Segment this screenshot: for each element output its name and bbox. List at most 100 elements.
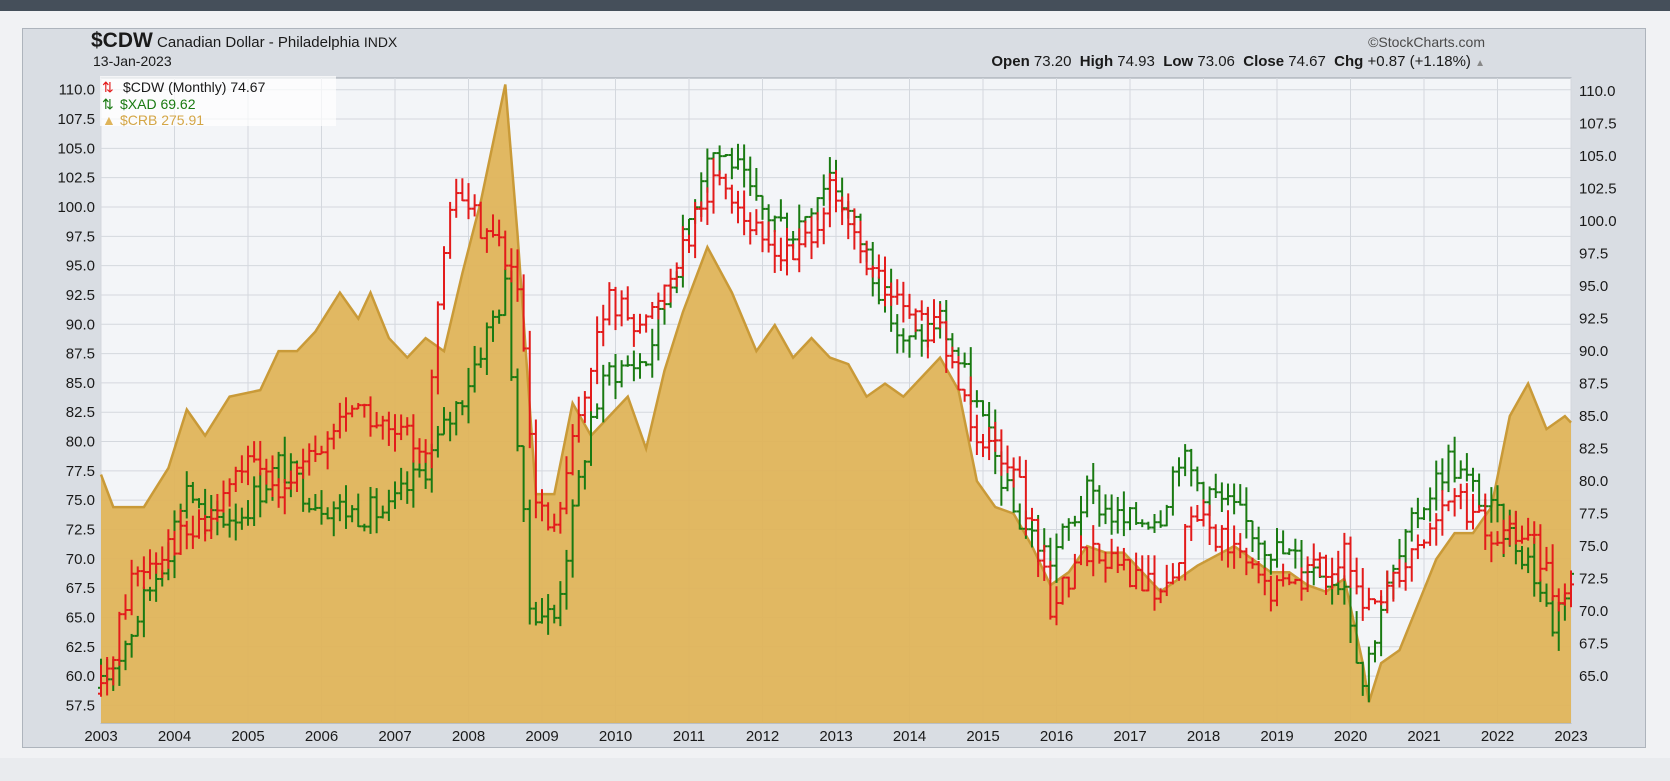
ohlc-bar bbox=[355, 493, 362, 528]
y-left-tick-label: 105.0 bbox=[57, 140, 95, 157]
cdw-series bbox=[98, 158, 1574, 697]
ohlc-bar bbox=[1525, 547, 1532, 574]
ohlc-bar bbox=[1537, 524, 1544, 582]
open-value: 73.20 bbox=[1033, 53, 1072, 70]
ohlc-bar bbox=[551, 513, 558, 532]
ohlc-bar bbox=[483, 322, 490, 375]
x-tick-label: 2019 bbox=[1260, 728, 1293, 745]
ohlc-bar bbox=[140, 586, 147, 638]
ohlc-bar bbox=[594, 403, 601, 419]
x-tick-label: 2008 bbox=[452, 728, 485, 745]
ohlc-bar bbox=[306, 443, 313, 476]
ohlc-bar bbox=[1365, 587, 1372, 611]
ohlc-bar bbox=[1280, 563, 1287, 587]
ohlc-bar bbox=[753, 209, 760, 236]
ohlc-bar bbox=[410, 460, 417, 508]
ohlc-bar bbox=[385, 489, 392, 521]
ohlc-bar bbox=[1298, 567, 1305, 601]
ohlc-bar bbox=[1396, 559, 1403, 588]
ohlc-bar bbox=[1182, 523, 1189, 581]
y-left-tick-label: 60.0 bbox=[66, 668, 95, 685]
ohlc-bar bbox=[1329, 557, 1336, 590]
legend-xad-icon: ⇅ bbox=[102, 96, 114, 112]
ohlc-bar bbox=[220, 480, 227, 513]
ohlc-bar bbox=[422, 439, 429, 463]
ohlc-bar bbox=[569, 499, 576, 578]
x-tick-label: 2010 bbox=[599, 728, 632, 745]
ohlc-bar bbox=[502, 268, 509, 317]
ohlc-bar bbox=[514, 368, 521, 452]
ohlc-bar bbox=[1065, 576, 1072, 598]
ohlc-bar bbox=[226, 478, 233, 507]
legend-xad: $XAD 69.62 bbox=[120, 96, 196, 112]
ohlc-bar bbox=[918, 324, 925, 357]
ohlc-bar bbox=[355, 402, 362, 410]
ohlc-bar bbox=[1537, 579, 1544, 603]
ohlc-bar bbox=[1120, 547, 1127, 571]
ohlc-bar bbox=[1543, 583, 1550, 607]
ohlc-bar bbox=[196, 509, 202, 539]
ohlc-bar bbox=[1059, 523, 1066, 550]
ohlc-bar bbox=[1133, 552, 1140, 590]
ohlc-bar bbox=[643, 361, 650, 367]
ohlc-bar bbox=[961, 352, 968, 368]
ohlc-bar bbox=[1237, 533, 1244, 559]
ohlc-bar bbox=[251, 441, 258, 463]
ohlc-bar bbox=[875, 254, 882, 279]
ohlc-bar bbox=[1151, 555, 1158, 611]
ohlc-bar bbox=[777, 199, 784, 222]
ohlc-bar bbox=[1243, 547, 1250, 576]
ohlc-bar bbox=[1451, 436, 1458, 483]
y-right-tick-label: 70.0 bbox=[1579, 603, 1608, 620]
ohlc-bar bbox=[1249, 519, 1256, 553]
ohlc-bar bbox=[122, 594, 129, 620]
ohlc-bar bbox=[404, 417, 411, 436]
legend-crb: $CRB 275.91 bbox=[120, 112, 204, 128]
ohlc-bar bbox=[1439, 490, 1446, 536]
ohlc-bar bbox=[159, 546, 166, 578]
ohlc-bar bbox=[1145, 555, 1152, 592]
ohlc-bar bbox=[980, 400, 986, 417]
ohlc-bar bbox=[1323, 554, 1329, 595]
ohlc-bar bbox=[698, 201, 705, 222]
ohlc-bar bbox=[759, 194, 766, 220]
y-right-tick-label: 82.5 bbox=[1579, 441, 1608, 458]
ohlc-bar bbox=[361, 403, 368, 418]
ohlc-bar bbox=[637, 353, 643, 379]
ohlc-bar bbox=[134, 566, 141, 587]
ohlc-bar bbox=[349, 405, 356, 418]
ohlc-bar bbox=[557, 501, 564, 534]
ohlc-bar bbox=[790, 243, 797, 261]
ohlc-bar bbox=[1096, 485, 1103, 527]
ohlc-bar bbox=[1255, 526, 1262, 560]
ohlc-bar bbox=[1065, 518, 1072, 541]
ohlc-bar bbox=[232, 503, 239, 541]
ohlc-bar bbox=[1157, 510, 1164, 528]
x-tick-label: 2003 bbox=[84, 728, 117, 745]
ohlc-bar bbox=[122, 640, 129, 671]
ohlc-bar bbox=[716, 170, 723, 186]
ohlc-bar bbox=[851, 208, 858, 250]
ohlc-bar bbox=[1016, 456, 1023, 478]
ohlc-bar bbox=[1304, 556, 1311, 593]
ohlc-bar bbox=[624, 286, 631, 321]
x-tick-label: 2020 bbox=[1334, 728, 1367, 745]
ohlc-bar bbox=[1347, 536, 1354, 588]
ohlc-bar bbox=[1463, 453, 1470, 482]
ohlc-bar bbox=[594, 316, 601, 385]
ohlc-bar bbox=[1372, 640, 1378, 663]
ohlc-bar bbox=[667, 268, 674, 303]
ohlc-bar bbox=[808, 216, 815, 260]
ohlc-bar bbox=[924, 306, 931, 359]
x-tick-label: 2005 bbox=[231, 728, 264, 745]
x-tick-label: 2013 bbox=[819, 728, 852, 745]
ohlc-bar bbox=[147, 586, 153, 601]
ohlc-bar bbox=[722, 154, 729, 158]
ohlc-bar bbox=[526, 499, 533, 625]
ohlc-bar bbox=[863, 240, 870, 276]
y-right-tick-label: 92.5 bbox=[1579, 311, 1608, 328]
ohlc-bar bbox=[906, 335, 913, 358]
ohlc-bar bbox=[1286, 573, 1293, 586]
ohlc-bar bbox=[245, 500, 251, 526]
ohlc-bar bbox=[434, 301, 441, 395]
